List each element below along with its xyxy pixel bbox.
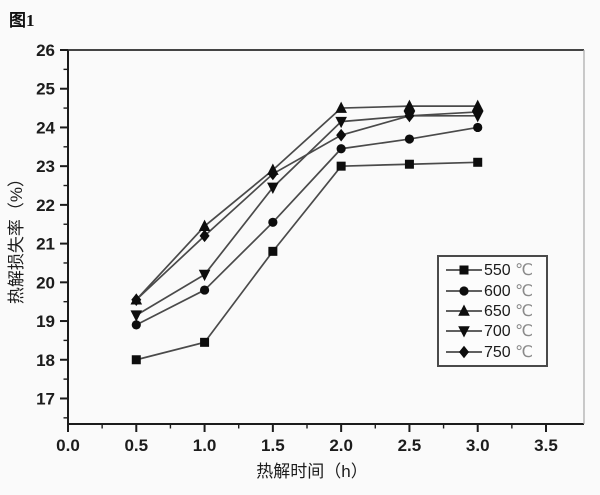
x-tick-label-1.0: 1.0 [193, 436, 217, 455]
axis-ticks [60, 49, 547, 432]
series-550-line [136, 161, 478, 361]
x-axis-title: 热解时间（h） [256, 462, 367, 481]
y-tick-label-19: 19 [36, 312, 55, 331]
series-650-p1-marker [198, 219, 211, 231]
legend-550-marker [459, 265, 469, 275]
y-tick-label-17: 17 [36, 389, 55, 408]
legend-item-750: 750 ℃ [444, 342, 540, 362]
series-700-p0-marker [130, 310, 143, 322]
legend-item-600: 600 ℃ [444, 281, 540, 301]
series-750-p0-marker [131, 293, 142, 307]
square-icon [446, 265, 482, 275]
legend-750-marker [459, 345, 469, 359]
legend-650-marker [458, 304, 470, 316]
y-tick-label-26: 26 [36, 41, 55, 60]
series-550-p0-marker [131, 355, 141, 365]
legend-label-600: 600 ℃ [484, 282, 534, 300]
circle-icon [446, 285, 482, 296]
legend-item-650: 650 ℃ [444, 301, 540, 321]
series-750-p5-marker [472, 105, 483, 119]
series-700-line [135, 114, 478, 316]
y-tick-label-23: 23 [36, 157, 55, 176]
series-700-p2-marker [267, 182, 279, 194]
series-650-p5-marker [471, 99, 484, 111]
series-700-p3-marker [335, 116, 347, 129]
legend-item-700: 700 ℃ [444, 321, 540, 341]
x-tick-label-2.5: 2.5 [398, 436, 422, 455]
series-750-p2-marker [267, 167, 278, 181]
series-550-p3-marker [336, 161, 346, 171]
legend-label-550: 550 ℃ [484, 262, 534, 280]
legend-700-marker [458, 326, 470, 338]
series-650-p3-marker [335, 101, 347, 113]
diamond-icon [446, 345, 482, 359]
legend-600-marker [459, 285, 469, 296]
y-tick-label-18: 18 [36, 351, 55, 370]
series-550-p1-marker [200, 337, 210, 347]
legend: 550 ℃ 600 ℃ 650 ℃ 700 ℃ 750 ℃ [437, 255, 548, 367]
x-tick-label-3.5: 3.5 [534, 436, 558, 455]
series-600-p5-marker [473, 122, 483, 133]
y-tick-label-22: 22 [36, 196, 55, 215]
series-550-p5-marker [473, 157, 483, 167]
data-series [130, 99, 484, 365]
x-tick-label-0.0: 0.0 [56, 436, 80, 455]
series-600-p1-marker [199, 285, 210, 295]
figure-label: 图1 [9, 11, 35, 30]
x-tick-label-2.0: 2.0 [329, 436, 353, 455]
legend-item-550: 550 ℃ [444, 260, 540, 280]
legend-label-650: 650 ℃ [484, 302, 534, 320]
series-550-p2-marker [268, 246, 278, 256]
series-600-line [135, 126, 478, 326]
legend-label-750: 750 ℃ [484, 343, 534, 361]
axis-tick-labels: 17 18 19 20 21 22 23 24 25 26 0.0 0.5 1.0 1.5 2.0 2.5 3.… [36, 41, 558, 455]
x-tick-label-1.5: 1.5 [261, 436, 285, 455]
series-700-p1-marker [198, 269, 211, 282]
series-750-p1-marker [199, 229, 210, 243]
y-axis-title: 热解损失率（%） [7, 170, 26, 304]
series-750-line [135, 111, 478, 301]
series-750-p4-marker [404, 109, 415, 123]
y-tick-label-25: 25 [36, 80, 55, 99]
series-550-p4-marker [404, 159, 414, 169]
series-600-p0-marker [131, 320, 141, 330]
y-tick-label-21: 21 [36, 235, 55, 254]
plot-frame [67, 49, 585, 425]
y-tick-label-24: 24 [36, 118, 55, 137]
series-750-p3-marker [336, 128, 347, 142]
x-tick-label-3.0: 3.0 [466, 436, 490, 455]
triangle-down-icon [446, 326, 482, 338]
series-600-p4-marker [404, 134, 415, 144]
legend-label-700: 700 ℃ [484, 323, 534, 341]
triangle-up-icon [446, 304, 482, 316]
series-650-p4-marker [403, 99, 416, 111]
y-tick-label-20: 20 [36, 273, 55, 292]
series-650-line [135, 105, 478, 301]
series-600-p3-marker [336, 144, 346, 154]
x-tick-label-0.5: 0.5 [124, 436, 148, 455]
series-600-p2-marker [268, 217, 278, 227]
